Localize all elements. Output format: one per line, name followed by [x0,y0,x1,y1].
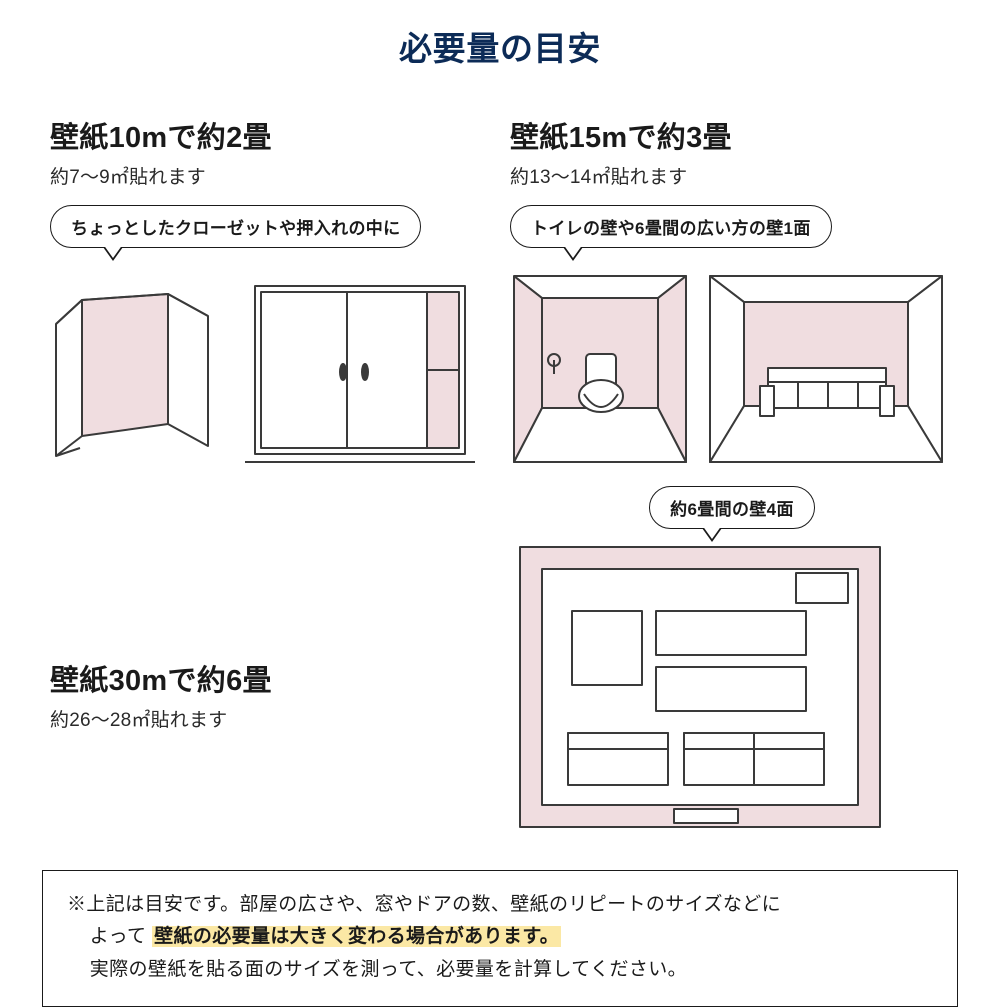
section-15m: 壁紙15mで約3畳 約13〜14㎡貼れます トイレの壁や6畳間の広い方の壁1面 [510,114,950,470]
section-30m-right: 約6畳間の壁4面 [514,486,950,842]
section-10m-heading: 壁紙10mで約2畳 [50,114,482,156]
note-line2-highlight: 壁紙の必要量は大きく変わる場合があります。 [152,926,561,947]
section-30m-illustration [514,541,950,842]
section-15m-illustration [510,270,950,470]
section-15m-caption: トイレの壁や6畳間の広い方の壁1面 [510,205,832,248]
section-10m-illustration [50,270,482,470]
note-line1: ※上記は目安です。部屋の広さや、窓やドアの数、壁紙のリピートのサイズなどに [67,894,781,915]
section-30m-sub: 約26〜28㎡貼れます [50,705,486,732]
section-15m-heading: 壁紙15mで約3畳 [510,114,950,156]
section-10m-caption: ちょっとしたクローゼットや押入れの中に [50,205,421,248]
sections-grid: 壁紙10mで約2畳 約7〜9㎡貼れます ちょっとしたクローゼットや押入れの中に [0,70,1000,470]
section-30m: 壁紙30mで約6畳 約26〜28㎡貼れます [50,597,486,732]
page-title: 必要量の目安 [0,0,1000,70]
section-10m: 壁紙10mで約2畳 約7〜9㎡貼れます ちょっとしたクローゼットや押入れの中に [50,114,482,470]
note-line2-prefix: よって [90,926,147,947]
section-10m-sub: 約7〜9㎡貼れます [50,162,482,189]
section-15m-sub: 約13〜14㎡貼れます [510,162,950,189]
section-30m-caption: 約6畳間の壁4面 [649,486,815,529]
note-box: ※上記は目安です。部屋の広さや、窓やドアの数、壁紙のリピートのサイズなどに よっ… [42,870,958,1007]
note-line3: 実際の壁紙を貼る面のサイズを測って、必要量を計算してください。 [67,954,933,986]
lower-row: 壁紙30mで約6畳 約26〜28㎡貼れます 約6畳間の壁4面 [0,470,1000,842]
section-30m-heading: 壁紙30mで約6畳 [50,657,486,699]
